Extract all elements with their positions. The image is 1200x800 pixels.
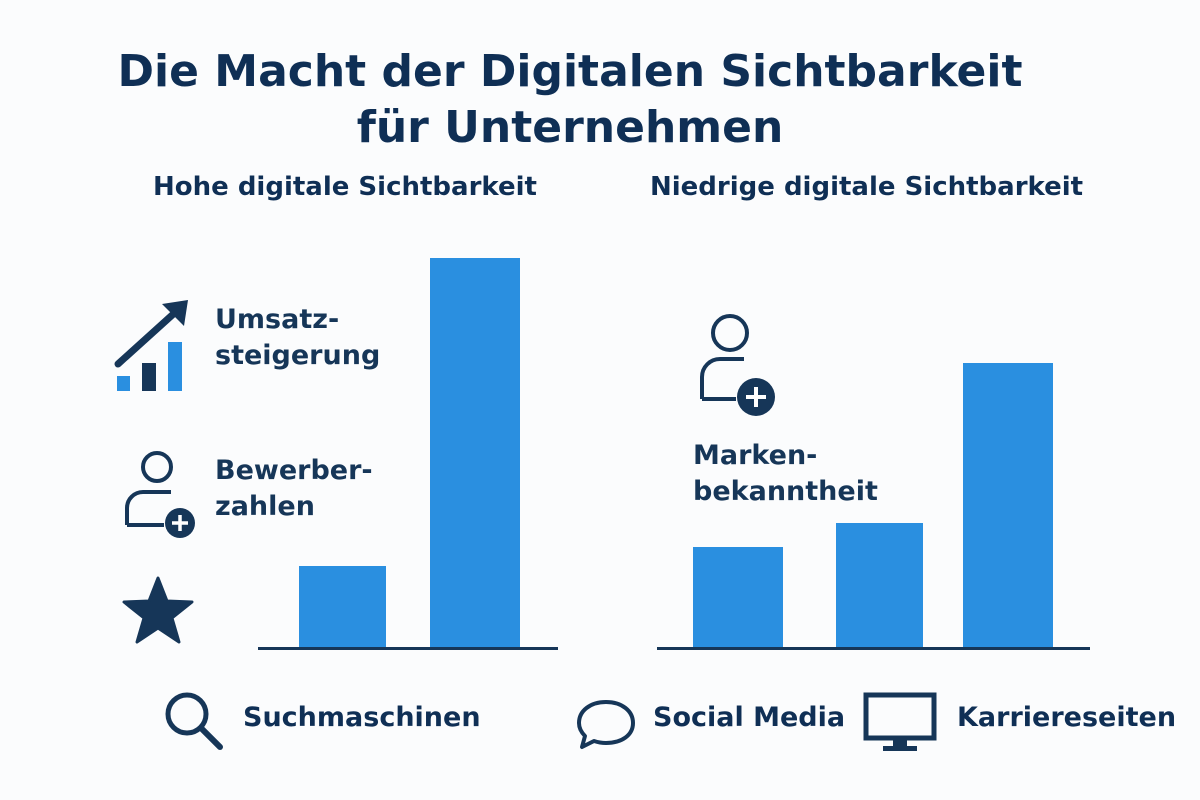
search-icon — [165, 692, 223, 750]
footer-social-media: Social Media — [653, 702, 846, 733]
left-baseline — [258, 647, 558, 650]
page-title: Die Macht der Digitalen Sichtbarkeit für… — [117, 46, 1023, 153]
monitor-icon — [863, 692, 937, 751]
label-marken: Marken- bekanntheit — [693, 440, 878, 507]
footer-karriereseiten: Karriereseiten — [957, 702, 1177, 733]
footer-suchmaschinen: Suchmaschinen — [243, 702, 481, 733]
star-icon — [122, 576, 194, 644]
right-bar-2 — [836, 523, 923, 648]
right-chart-title: Niedrige digitale Sichtbarkeit — [650, 172, 1084, 202]
chat-bubble-icon — [577, 700, 635, 749]
label-bewerber: Bewerber- zahlen — [215, 455, 373, 522]
growth-chart-icon — [114, 300, 188, 391]
left-bar-1 — [299, 566, 386, 648]
label-umsatz: Umsatz- steigerung — [215, 304, 381, 371]
left-bar-2 — [430, 258, 520, 648]
right-bar-3 — [963, 363, 1053, 648]
right-bar-1 — [693, 546, 783, 648]
right-baseline — [657, 647, 1090, 650]
left-chart-title: Hohe digitale Sichtbarkeit — [153, 172, 537, 202]
user-add-icon — [125, 451, 195, 538]
user-add-icon — [700, 314, 775, 416]
